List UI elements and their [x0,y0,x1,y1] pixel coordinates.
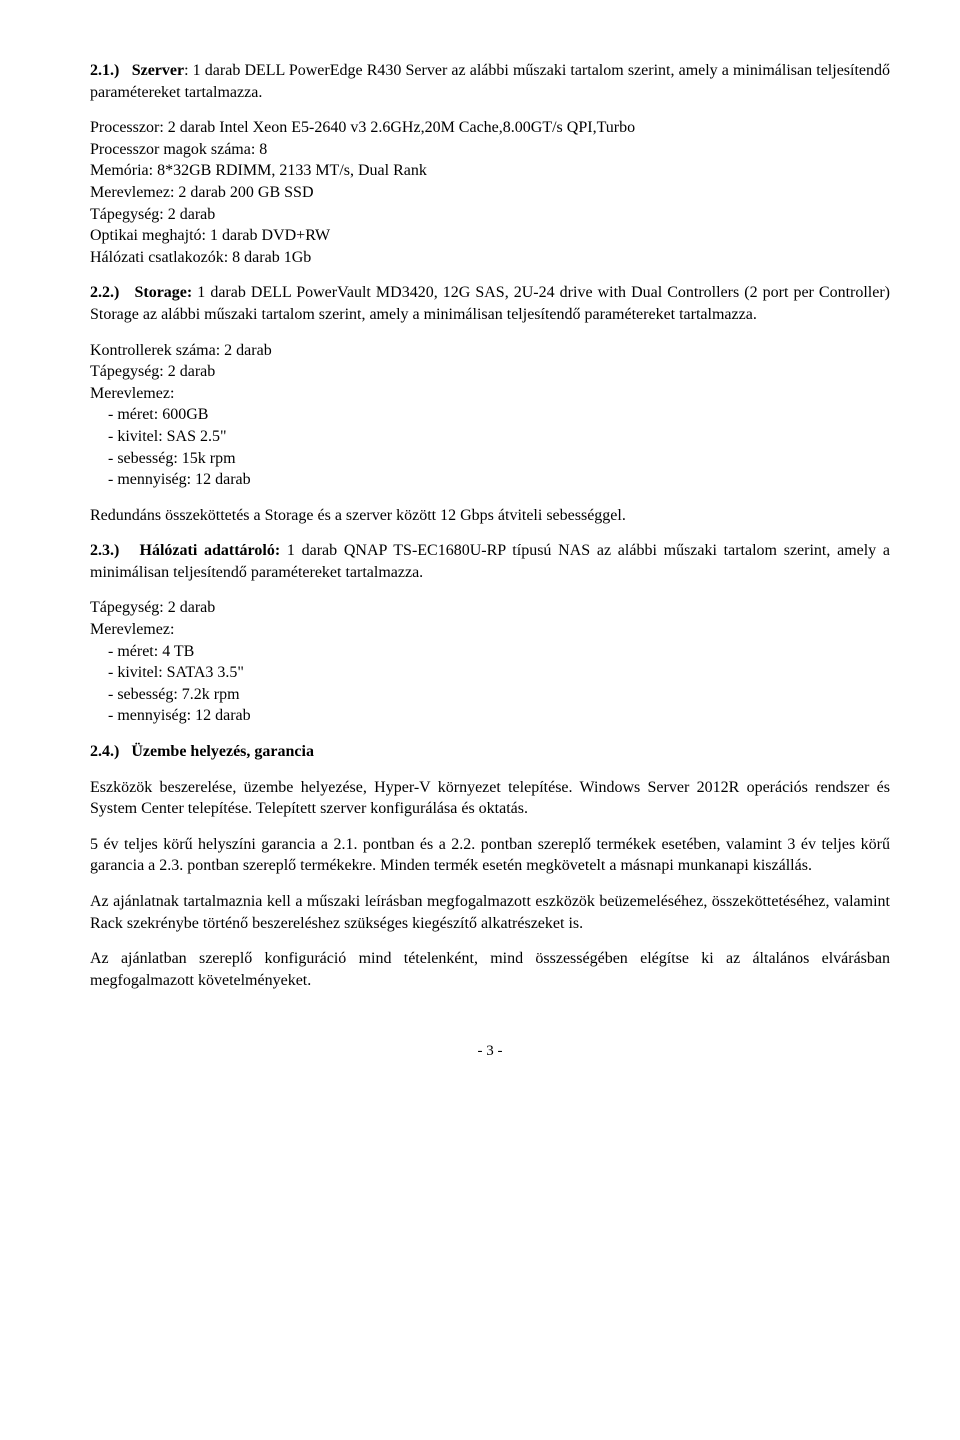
section-2-3-specs: Tápegység: 2 darab Merevlemez: - méret: … [90,597,890,727]
spec-line: Merevlemez: [90,383,890,405]
spec-line: Tápegység: 2 darab [90,204,890,226]
section-2-4-p3: Az ajánlatnak tartalmaznia kell a műszak… [90,891,890,934]
spec-line: Merevlemez: [90,619,890,641]
section-2-1-label: Szerver [132,62,184,79]
section-2-2-heading: 2.2.) Storage: 1 darab DELL PowerVault M… [90,282,890,325]
spec-subline: - mennyiség: 12 darab [90,705,890,727]
spec-line: Optikai meghajtó: 1 darab DVD+RW [90,225,890,247]
spec-line: Tápegység: 2 darab [90,597,890,619]
spec-line: Merevlemez: 2 darab 200 GB SSD [90,182,890,204]
spec-line: Kontrollerek száma: 2 darab [90,340,890,362]
spec-subline: - méret: 4 TB [90,641,890,663]
spec-line: Processzor magok száma: 8 [90,139,890,161]
section-2-3-heading: 2.3.) Hálózati adattároló: 1 darab QNAP … [90,540,890,583]
section-2-3-label: Hálózati adattároló: [140,542,281,559]
section-2-1-intro: : 1 darab DELL PowerEdge R430 Server az … [90,62,890,101]
section-2-4-number: 2.4.) [90,743,119,760]
section-2-2-intro: 1 darab DELL PowerVault MD3420, 12G SAS,… [90,284,890,323]
section-2-2-number: 2.2.) [90,284,119,301]
section-2-2-specs: Kontrollerek száma: 2 darab Tápegység: 2… [90,340,890,491]
section-2-1-specs: Processzor: 2 darab Intel Xeon E5-2640 v… [90,117,890,268]
section-2-4-p4: Az ajánlatban szereplő konfiguráció mind… [90,948,890,991]
section-2-4-title: Üzembe helyezés, garancia [131,743,314,760]
section-2-2-label: Storage: [134,284,192,301]
section-2-4-p2: 5 év teljes körű helyszíni garancia a 2.… [90,834,890,877]
spec-subline: - kivitel: SATA3 3.5" [90,662,890,684]
spec-subline: - méret: 600GB [90,404,890,426]
spec-subline: - sebesség: 15k rpm [90,448,890,470]
section-2-3-number: 2.3.) [90,542,119,559]
spec-line: Memória: 8*32GB RDIMM, 2133 MT/s, Dual R… [90,160,890,182]
spec-line: Processzor: 2 darab Intel Xeon E5-2640 v… [90,117,890,139]
section-2-4-p1: Eszközök beszerelése, üzembe helyezése, … [90,777,890,820]
spec-subline: - sebesség: 7.2k rpm [90,684,890,706]
section-2-2-redundancy: Redundáns összeköttetés a Storage és a s… [90,505,890,527]
spec-line: Tápegység: 2 darab [90,361,890,383]
spec-line: Hálózati csatlakozók: 8 darab 1Gb [90,247,890,269]
spec-subline: - kivitel: SAS 2.5" [90,426,890,448]
section-2-1-number: 2.1.) [90,62,119,79]
section-2-4-heading: 2.4.) Üzembe helyezés, garancia [90,741,890,763]
section-2-1-heading: 2.1.) Szerver: 1 darab DELL PowerEdge R4… [90,60,890,103]
spec-subline: - mennyiség: 12 darab [90,469,890,491]
page-number: - 3 - [90,1041,890,1061]
